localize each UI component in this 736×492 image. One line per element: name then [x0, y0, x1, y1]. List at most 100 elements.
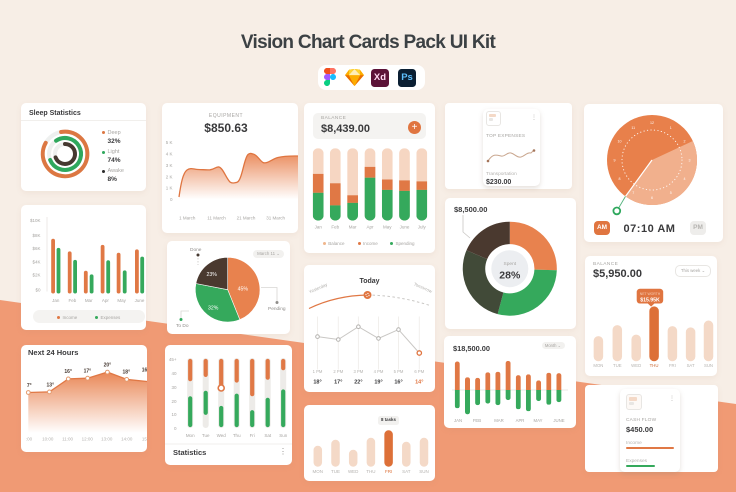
- svg-text:10: 10: [171, 412, 177, 417]
- svg-text:Feb: Feb: [69, 298, 77, 303]
- svg-text:17°: 17°: [334, 380, 342, 386]
- svg-text:11: 11: [631, 126, 635, 130]
- svg-text:SUN: SUN: [419, 469, 429, 474]
- svg-text:WED: WED: [348, 469, 359, 474]
- svg-text:45+: 45+: [169, 357, 177, 362]
- svg-text:SAT: SAT: [687, 363, 695, 368]
- svg-text:Mon: Mon: [186, 433, 195, 438]
- svg-text:12:00: 12:00: [82, 437, 94, 442]
- svg-text:6: 6: [651, 196, 653, 200]
- svg-text:3: 3: [689, 158, 691, 162]
- svg-text:WED: WED: [631, 363, 641, 368]
- svg-text:Done: Done: [190, 247, 202, 253]
- svg-text:16°: 16°: [64, 369, 72, 375]
- svg-text:Jan: Jan: [52, 298, 60, 303]
- svg-text:7°: 7°: [27, 383, 32, 389]
- svg-text:SUN: SUN: [704, 363, 713, 368]
- svg-text:2 K: 2 K: [166, 174, 173, 179]
- svg-text:12: 12: [650, 121, 654, 125]
- svg-text:16: 16: [142, 367, 147, 373]
- svg-text:Thu: Thu: [233, 433, 241, 438]
- svg-text:45%: 45%: [238, 287, 249, 293]
- svg-text:$15.95K: $15.95K: [640, 297, 660, 303]
- svg-text:NET WORTH: NET WORTH: [640, 292, 661, 296]
- svg-text:$10K: $10K: [30, 218, 41, 223]
- svg-text:3 K: 3 K: [166, 163, 173, 168]
- svg-text:MAY: MAY: [534, 418, 543, 423]
- svg-text:Feb: Feb: [331, 225, 339, 230]
- svg-text:23%: 23%: [207, 272, 218, 278]
- svg-text:JUNE: JUNE: [553, 418, 564, 423]
- svg-text:Jan: Jan: [315, 225, 323, 230]
- svg-text:5 K: 5 K: [166, 140, 173, 145]
- svg-text:To Do: To Do: [176, 323, 189, 329]
- svg-text:June: June: [135, 298, 145, 303]
- svg-text:40: 40: [171, 371, 177, 376]
- svg-text:$4K: $4K: [32, 259, 40, 264]
- svg-text:Sun: Sun: [279, 433, 288, 438]
- svg-text:FRI: FRI: [385, 469, 392, 474]
- svg-text:18°: 18°: [313, 380, 321, 386]
- svg-text::00: :00: [26, 437, 33, 442]
- svg-text:10:00: 10:00: [42, 437, 54, 442]
- svg-text:Sat: Sat: [264, 433, 272, 438]
- svg-text:15:: 15:: [142, 437, 147, 442]
- svg-text:June: June: [400, 225, 410, 230]
- svg-text:TUE: TUE: [613, 363, 622, 368]
- svg-text:May: May: [383, 225, 392, 230]
- svg-text:Tomorrow: Tomorrow: [413, 281, 434, 294]
- svg-text:31 March: 31 March: [266, 216, 285, 221]
- svg-text:28%: 28%: [499, 270, 521, 282]
- svg-text:3 PM: 3 PM: [354, 369, 364, 374]
- svg-text:FEB: FEB: [473, 418, 481, 423]
- svg-text:THU: THU: [650, 363, 659, 368]
- svg-text:$0: $0: [35, 287, 41, 292]
- svg-text:MAR: MAR: [494, 418, 504, 423]
- svg-text:JAN: JAN: [454, 418, 462, 423]
- svg-text:19°: 19°: [374, 380, 382, 386]
- svg-text:22°: 22°: [354, 380, 362, 386]
- svg-text:14°: 14°: [415, 380, 423, 386]
- svg-text:0: 0: [170, 197, 173, 202]
- svg-text:$2K: $2K: [32, 273, 40, 278]
- svg-text:2: 2: [684, 140, 686, 144]
- svg-text:Apr: Apr: [102, 298, 110, 303]
- svg-text:1 K: 1 K: [166, 185, 173, 190]
- svg-text:13:00: 13:00: [101, 437, 113, 442]
- svg-text:4 PM: 4 PM: [374, 369, 384, 374]
- svg-text:APR: APR: [516, 418, 525, 423]
- svg-text:11:00: 11:00: [62, 437, 73, 442]
- svg-text:TUE: TUE: [331, 469, 340, 474]
- svg-text:20°: 20°: [104, 362, 112, 368]
- svg-text:11 March: 11 March: [207, 216, 226, 221]
- svg-text:May: May: [117, 298, 126, 303]
- svg-text:0: 0: [174, 426, 177, 431]
- svg-text:5 PM: 5 PM: [394, 369, 404, 374]
- svg-text:Tue: Tue: [202, 433, 210, 438]
- svg-text:21 March: 21 March: [237, 216, 256, 221]
- svg-text:Fri: Fri: [250, 433, 255, 438]
- svg-text:$8K: $8K: [32, 233, 40, 238]
- svg-text:5: 5: [670, 191, 672, 195]
- svg-text:1 PM: 1 PM: [313, 369, 323, 374]
- svg-text:2 PM: 2 PM: [333, 369, 343, 374]
- svg-text:1: 1: [670, 126, 672, 130]
- svg-text:4 K: 4 K: [166, 152, 173, 157]
- svg-text:FRI: FRI: [669, 363, 676, 368]
- svg-text:Apr: Apr: [366, 225, 374, 230]
- svg-text:18°: 18°: [123, 370, 131, 376]
- svg-text:Mar: Mar: [85, 298, 93, 303]
- svg-text:Spent: Spent: [504, 261, 517, 267]
- svg-text:9: 9: [614, 158, 616, 162]
- svg-text:8: 8: [619, 177, 621, 181]
- svg-text:13°: 13°: [47, 383, 55, 389]
- svg-text:14:00: 14:00: [121, 437, 133, 442]
- svg-text:4: 4: [684, 177, 686, 181]
- svg-text:MON: MON: [593, 363, 603, 368]
- svg-text:30: 30: [171, 385, 177, 390]
- svg-text:7: 7: [632, 191, 634, 195]
- svg-text:Wed: Wed: [217, 433, 227, 438]
- svg-text:Pending: Pending: [268, 306, 286, 312]
- svg-text:32%: 32%: [208, 306, 219, 312]
- svg-text:10: 10: [618, 140, 622, 144]
